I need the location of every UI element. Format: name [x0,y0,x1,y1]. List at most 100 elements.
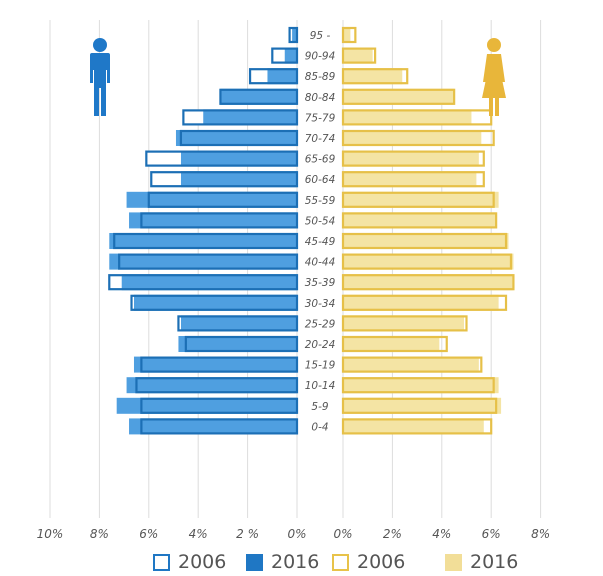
female-bar-2006 [341,315,468,332]
female-bar-2016 [343,109,472,126]
male-bar-2006 [108,274,299,291]
male-bar-2006-gap [250,68,268,85]
female-bar-2006 [341,47,377,64]
female-bar-2006 [341,335,448,353]
age-label: 50-54 [305,215,336,227]
axis-tick-label-male: 10% [37,527,64,541]
axis-tick-label-female: 0% [333,527,352,541]
female-bar-2016 [343,130,482,146]
age-label: 90-94 [305,51,336,63]
axis-tick-labels: 10% 8% 6% 4% 2 % 0% 0% 2% 4% 6% 8% [37,527,550,541]
axis-tick-label-male: 8% [90,527,109,541]
female-bar-2016 [343,377,499,394]
axis-tick-label-male: 6% [139,527,158,541]
male-bar-2006 [182,109,299,126]
male-bar-2006 [140,397,299,414]
legend-item-female-2006: 2006 [332,551,405,573]
female-bar-2006 [341,68,409,85]
female-bar-2016 [343,397,502,414]
male-bar-2016 [126,377,297,394]
male-bar-2006 [140,212,299,229]
female-bar-2016 [343,150,479,167]
male-bar-2006-gap [151,171,181,188]
age-label: 75-79 [305,112,336,124]
male-bar-2006 [118,253,299,270]
legend: 2006 2016 2006 2016 [0,551,603,575]
female-bar-2006 [341,26,357,44]
age-label: 30-34 [305,298,336,310]
female-bar-2006 [341,253,513,270]
male-bar-2016 [220,88,297,105]
male-bar-2006-gap [272,47,285,64]
legend-item-male-2016: 2016 [246,551,319,573]
legend-label-male-2006: 2006 [178,551,227,573]
axis-tick-label-female: 2% [383,527,402,541]
male-bar-2006-gap [131,294,134,311]
legend-swatch-male-2006 [153,553,170,571]
male-bar-2006-gap [183,109,204,126]
female-bar-2006 [341,274,515,291]
male-bar-2006-gap [178,315,181,332]
age-label: 15-19 [305,360,336,372]
male-bar-2016 [180,171,297,188]
age-label: 95 - [310,30,331,42]
age-label: 60-64 [305,174,336,186]
male-bar-2016 [109,253,297,270]
age-label: 55-59 [305,195,336,207]
male-bar-2016 [292,27,297,43]
female-bar-2016 [343,88,455,105]
female-bar-2006 [341,356,483,373]
age-label: 85-89 [305,71,336,83]
female-bar-2016 [343,233,509,249]
female-bar-2006 [341,294,508,311]
female-bar-2016 [343,171,477,188]
age-label: 35-39 [305,277,336,289]
axis-tick-label-female: 8% [531,527,550,541]
female-bar-2016 [343,253,514,270]
axis-tick-label-female: 6% [482,527,501,541]
male-bar-2006-gap [289,27,293,43]
male-bar-2006 [288,26,299,44]
female-bar-2016 [343,47,373,64]
male-bar-2016 [284,47,297,64]
age-label: 80-84 [305,92,336,104]
male-bar-2016 [203,109,297,126]
female-bar-2006 [341,171,485,188]
male-bars [108,26,299,435]
axis-tick-label-female: 4% [432,527,451,541]
legend-swatch-female-2016 [445,553,462,571]
legend-item-male-2006: 2006 [153,551,226,573]
legend-label-male-2016: 2016 [271,551,320,573]
male-bar-2006 [219,88,299,105]
age-labels: 0-4 5-9 10-14 15-19 20-24 25-29 30-34 35-39 40-4… [305,30,336,433]
female-bar-2006 [341,150,485,167]
axis-tick-label-male: 4% [189,527,208,541]
legend-swatch-female-2006 [332,553,349,571]
male-bar-2006 [145,150,299,167]
male-bar-2006 [271,47,299,64]
age-label: 10-14 [305,380,336,392]
male-bar-2006 [113,232,299,250]
age-label: 25-29 [305,318,336,330]
female-bar-2016 [343,315,465,332]
legend-swatch-male-2016 [246,553,263,571]
female-bar-2006 [341,129,495,147]
male-bar-2006 [184,335,299,353]
age-label: 65-69 [305,154,336,166]
male-bar-2006-gap [109,274,122,291]
male-bar-2006 [179,129,299,147]
female-bar-2006 [341,232,508,250]
male-bar-2016 [133,356,297,373]
age-label: 20-24 [305,339,336,351]
female-bar-2016 [343,212,497,229]
female-bar-2006 [341,88,456,105]
male-bar-2006-gap [146,150,181,167]
male-bar-2006 [248,68,299,85]
female-bar-2006 [341,418,493,435]
male-bar-2006 [140,356,299,373]
male-bar-2016 [126,191,297,208]
male-bar-2006 [140,418,299,435]
female-bar-2016 [343,356,479,373]
male-bar-2006 [135,377,299,394]
